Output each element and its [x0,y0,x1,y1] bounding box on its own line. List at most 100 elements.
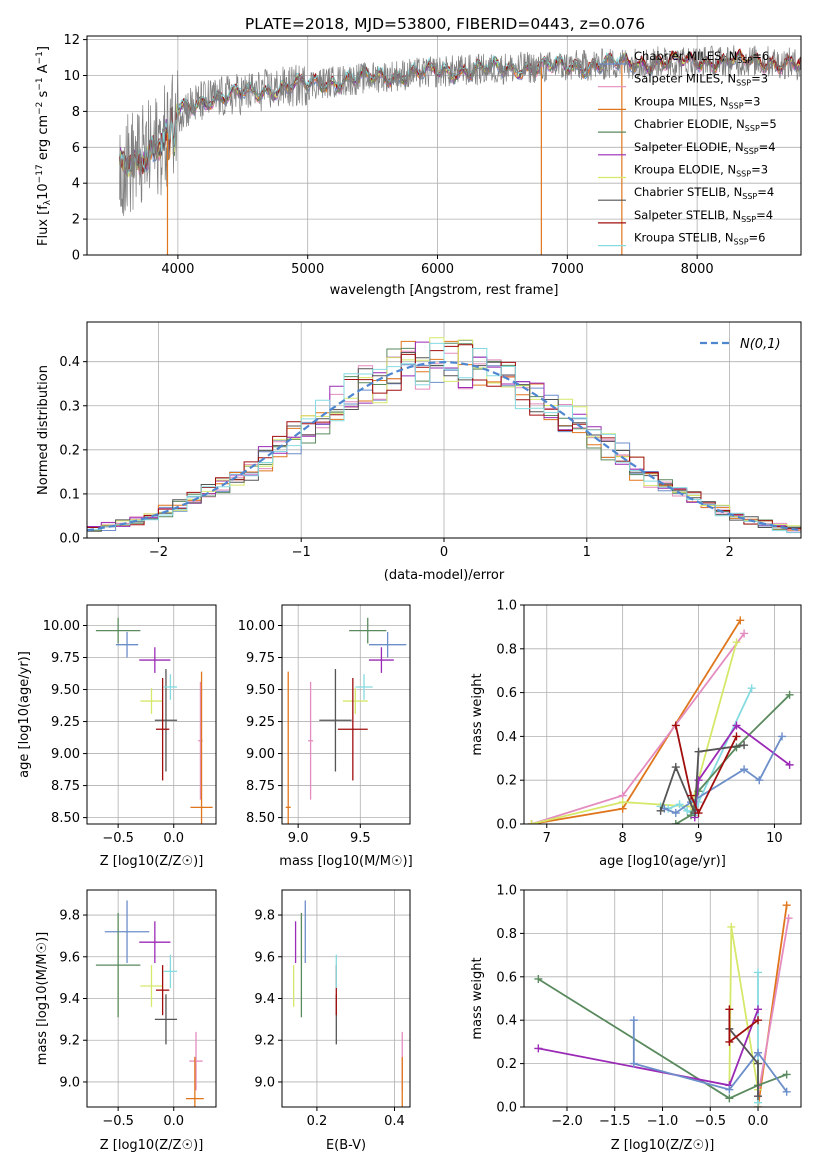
series-marker [740,765,749,774]
y-tick-label: 8.75 [246,779,275,794]
point-kroupa-miles [285,671,291,824]
point-chabrier-stelib [319,669,352,772]
y-tick-label: 6 [72,141,80,156]
normal-curve [87,360,799,532]
series-marker [782,1070,791,1079]
x-tick-label: −1.0 [647,1114,679,1129]
x-tick-label: 0.0 [748,1114,769,1129]
x-axis-label: wavelength [Angstrom, rest frame] [330,283,559,298]
y-tick-label: 9.4 [59,992,80,1007]
point-kroupa-stelib [163,954,178,989]
histogram-chabrier-stelib [87,352,801,532]
series-marker [740,629,749,638]
y-tick-label: 0.4 [496,730,517,745]
plot-area [119,45,801,255]
y-tick-label: 0.2 [496,1057,517,1072]
y-tick-label: 0.0 [496,818,517,833]
series-marker [754,1016,763,1025]
series-line [674,725,738,816]
y-axis-label: mass weight [470,957,485,1039]
point-salpeter-stelib [337,678,368,781]
legend: N(0,1) [700,337,781,352]
point-kroupa-stelib [163,674,178,700]
y-tick-label: 0.2 [496,774,517,789]
y-tick-label: 1.0 [496,599,517,614]
point-kroupa-elodie [140,965,163,1007]
panel-spectrum: 4000 5000 6000 7000 8000 0 2 4 6 8 10 12 wavelength … [35,33,802,298]
point-chabrier-stelib [154,669,178,772]
y-tick-label: 0 [72,249,80,264]
series-marker [727,922,736,931]
x-tick-label: 0.4 [384,1114,405,1129]
y-tick-label: 9.2 [59,1034,80,1049]
y-tick-label: 9.0 [254,1075,275,1090]
y-tick-label: 9.6 [254,950,275,965]
series-marker [629,1016,638,1025]
point-kroupa-stelib [355,674,373,700]
series-marker [754,1048,763,1057]
x-axis-label: E(B-V) [326,1138,366,1153]
x-tick-label: −0.5 [102,831,134,846]
series-marker [784,914,793,923]
y-tick-label: 8.75 [51,779,80,794]
series-marker [725,1005,734,1014]
y-tick-label: 8 [72,105,80,120]
series-marker [754,1005,763,1014]
point-salpeter-miles [189,1031,203,1091]
y-tick-label: 0.0 [496,1101,517,1116]
point-salpeter-elodie [139,647,171,673]
series-marker [732,721,741,730]
y-tick-label: 10.00 [238,619,275,634]
panel-age_vs_mass: 9.0 9.5 8.50 8.75 9.00 9.25 9.50 9.75 10.00 mass … [238,604,413,869]
x-tick-label: 10 [766,831,783,846]
point-kroupa-miles [190,671,213,824]
x-tick-label: 9.5 [350,831,371,846]
plot-area [527,616,794,824]
series-line [531,641,738,824]
x-axis-label: Z [log10(Z/Z☉)] [100,1138,204,1153]
x-tick-label: −0.5 [102,1114,134,1129]
series-marker [754,1059,763,1068]
series-marker [782,1087,791,1096]
point-chabrier-elodie [95,912,141,1018]
x-axis-label: (data-model)/error [384,568,505,583]
point-salpeter-elodie [368,647,394,673]
series-marker [656,806,665,815]
point-salpeter-miles [308,681,314,800]
series-marker [686,791,695,800]
series-marker [785,760,794,769]
legend-entry: Chabrier MILES, NSSP=6 [634,49,769,65]
series-marker [736,616,745,625]
panel-residual_histogram: −2 −1 0 1 2 0.0 0.1 0.2 0.3 0.4 (data-model)/error… [36,321,802,583]
series-marker [671,763,680,772]
series-marker [778,732,787,741]
x-tick-label: 2 [725,545,733,560]
y-tick-label: 9.50 [246,683,275,698]
series-marker [534,1044,543,1053]
plot-area [534,901,793,1107]
y-tick-label: 9.2 [254,1034,275,1049]
y-tick-label: 0.3 [59,399,80,414]
legend-entry: Chabrier STELIB, NSSP=4 [634,185,774,201]
x-tick-label: 9 [694,831,702,846]
series-marker [671,721,680,730]
legend-entry: Chabrier ELODIE, NSSP=5 [634,117,777,133]
series-marker [527,820,536,824]
series-marker [785,690,794,699]
series-marker [671,820,680,824]
x-axis-label: Z [log10(Z/Z☉)] [611,1138,715,1153]
point-chabrier-miles [368,631,407,658]
series-marker [747,684,756,693]
x-tick-label: 1 [583,545,591,560]
x-tick-label: −0.5 [694,1114,726,1129]
series-marker [754,1092,763,1101]
y-tick-label: 0.6 [496,970,517,985]
series-marker [755,776,764,785]
y-tick-label: 9.25 [246,715,275,730]
y-axis-label: Flux [fλ10−17 erg cm−2 s−1 A−1] [35,46,53,246]
series-marker [683,806,692,815]
y-tick-label: 10.00 [43,619,80,634]
y-tick-label: 9.00 [246,747,275,762]
y-tick-label: 2 [72,213,80,228]
y-tick-label: 9.25 [51,715,80,730]
